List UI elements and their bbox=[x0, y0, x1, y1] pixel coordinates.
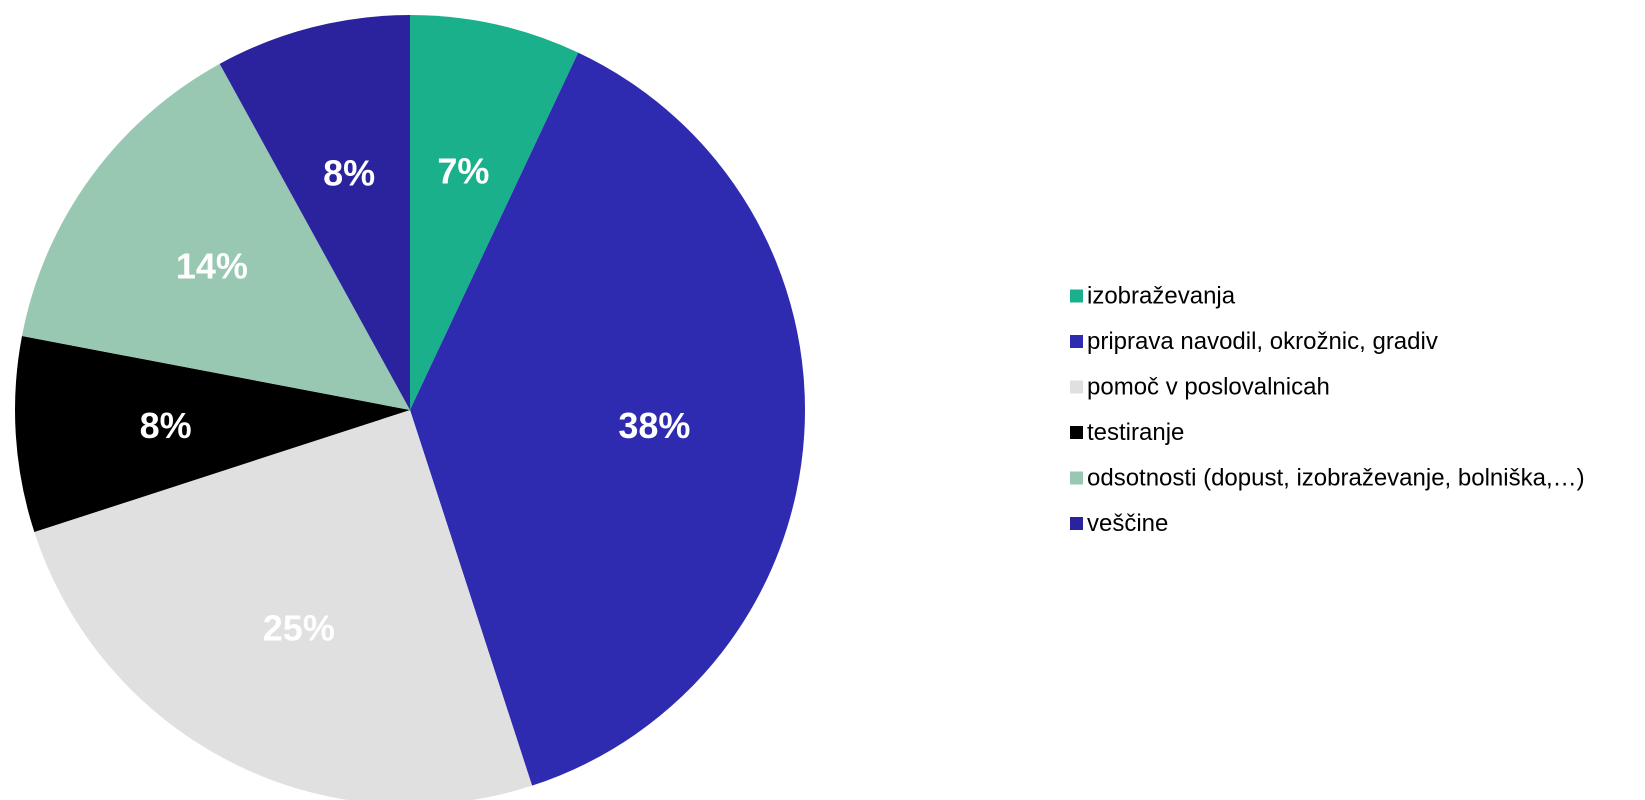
pie-slice bbox=[410, 15, 579, 410]
slice-value-label: 8% bbox=[140, 405, 192, 446]
slice-value-label: 38% bbox=[618, 405, 690, 446]
slice-value-label: 25% bbox=[263, 608, 335, 649]
pie-slice bbox=[219, 15, 410, 410]
legend: izobraževanja priprava navodil, okrožnic,… bbox=[1070, 283, 1585, 537]
legend-label: testiranje bbox=[1087, 419, 1184, 446]
legend-swatch bbox=[1070, 517, 1083, 530]
legend-swatch bbox=[1070, 471, 1083, 485]
pie-slice bbox=[14, 335, 411, 533]
legend-swatch bbox=[1070, 380, 1083, 394]
pie-slice bbox=[410, 52, 806, 786]
legend-swatch bbox=[1070, 289, 1083, 303]
legend-swatch bbox=[1070, 426, 1083, 439]
slice-value-label: 8% bbox=[323, 152, 375, 193]
slice-value-label: 7% bbox=[437, 150, 489, 191]
legend-swatch bbox=[1070, 335, 1083, 348]
pie-value-labels: 7% 38% 25% 8% 14% 8% bbox=[140, 150, 691, 648]
legend-label: odsotnosti (dopust, izobraževanje, bolni… bbox=[1087, 465, 1585, 492]
legend-label: priprava navodil, okrožnic, gradiv bbox=[1087, 328, 1438, 355]
legend-label: pomoč v poslovalnicah bbox=[1087, 374, 1330, 401]
legend-label: veščine bbox=[1087, 510, 1168, 537]
pie-slices bbox=[14, 15, 806, 800]
legend-label: izobraževanja bbox=[1087, 283, 1236, 310]
pie-slice bbox=[21, 63, 411, 411]
slice-value-label: 14% bbox=[176, 246, 248, 287]
pie-slice bbox=[34, 410, 533, 800]
